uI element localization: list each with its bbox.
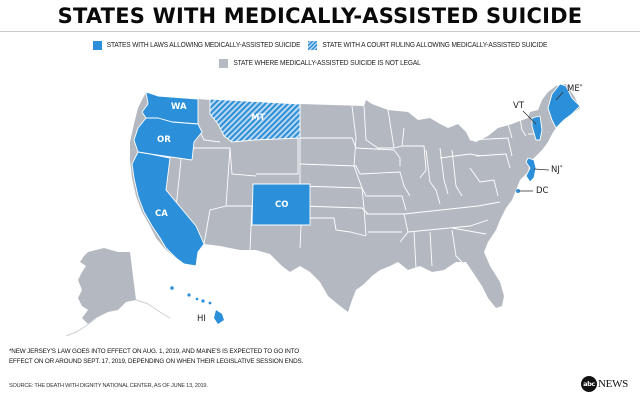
aleutian-islands	[65, 317, 97, 337]
state-dc	[516, 189, 520, 193]
callout-me-text: ME	[567, 84, 580, 94]
legend-row-2: STATE WHERE MEDICALLY-ASSISTED SUICIDE I…	[0, 59, 640, 68]
label-mt: MT	[251, 113, 266, 123]
state-nj	[525, 157, 537, 183]
footnote: *NEW JERSEY'S LAW GOES INTO EFFECT ON AU…	[9, 348, 304, 365]
state-ak	[78, 248, 136, 324]
legend-item-law: STATES WITH LAWS ALLOWING MEDICALLY-ASSI…	[92, 41, 301, 50]
abc-logo-word: NEWS	[598, 378, 628, 390]
label-or: OR	[157, 135, 171, 145]
label-wa: WA	[171, 102, 187, 112]
legend-swatch-solid-blue	[92, 41, 102, 50]
state-or	[133, 117, 203, 161]
callout-lines	[519, 91, 564, 192]
legend-label: STATE WHERE MEDICALLY-ASSISTED SUICIDE I…	[233, 59, 421, 68]
legend-item-not-legal: STATE WHERE MEDICALLY-ASSISTED SUICIDE I…	[219, 59, 421, 68]
state-hi	[170, 286, 224, 324]
alaska-panhandle	[135, 299, 171, 319]
asterisk-mark: *	[559, 165, 563, 171]
state-borders	[175, 98, 536, 269]
callout-me: ME*	[567, 84, 582, 94]
state-mt	[209, 98, 301, 143]
callout-vt: VT	[513, 101, 525, 111]
legend-item-court-ruling: STATE WITH A COURT RULING ALLOWING MEDIC…	[308, 41, 547, 50]
callout-dc: DC	[536, 186, 549, 196]
callout-nj: NJ*	[551, 165, 562, 175]
label-co: CO	[275, 200, 289, 210]
callout-nj-text: NJ	[551, 165, 560, 175]
asterisk-mark: *	[579, 84, 583, 90]
abc-logo-mark: abc	[581, 376, 597, 392]
source-credit: SOURCE: THE DEATH WITH DIGNITY NATIONAL …	[9, 383, 208, 389]
legend-label: STATES WITH LAWS ALLOWING MEDICALLY-ASSI…	[106, 41, 301, 50]
label-ca: CA	[155, 209, 168, 219]
legend-label: STATE WITH A COURT RULING ALLOWING MEDIC…	[322, 41, 548, 50]
legend-row-1: STATES WITH LAWS ALLOWING MEDICALLY-ASSI…	[0, 41, 640, 50]
callout-hi: HI	[197, 314, 206, 324]
page-title: STATES WITH MEDICALLY-ASSISTED SUICIDE	[57, 4, 583, 28]
state-me	[547, 83, 581, 129]
state-co	[251, 183, 311, 226]
legend-swatch-grey	[219, 59, 229, 68]
abc-news-logo: abc NEWS	[581, 376, 628, 392]
title-divider	[0, 31, 640, 32]
state-ca	[131, 151, 205, 267]
legend-swatch-hatched	[308, 41, 318, 50]
